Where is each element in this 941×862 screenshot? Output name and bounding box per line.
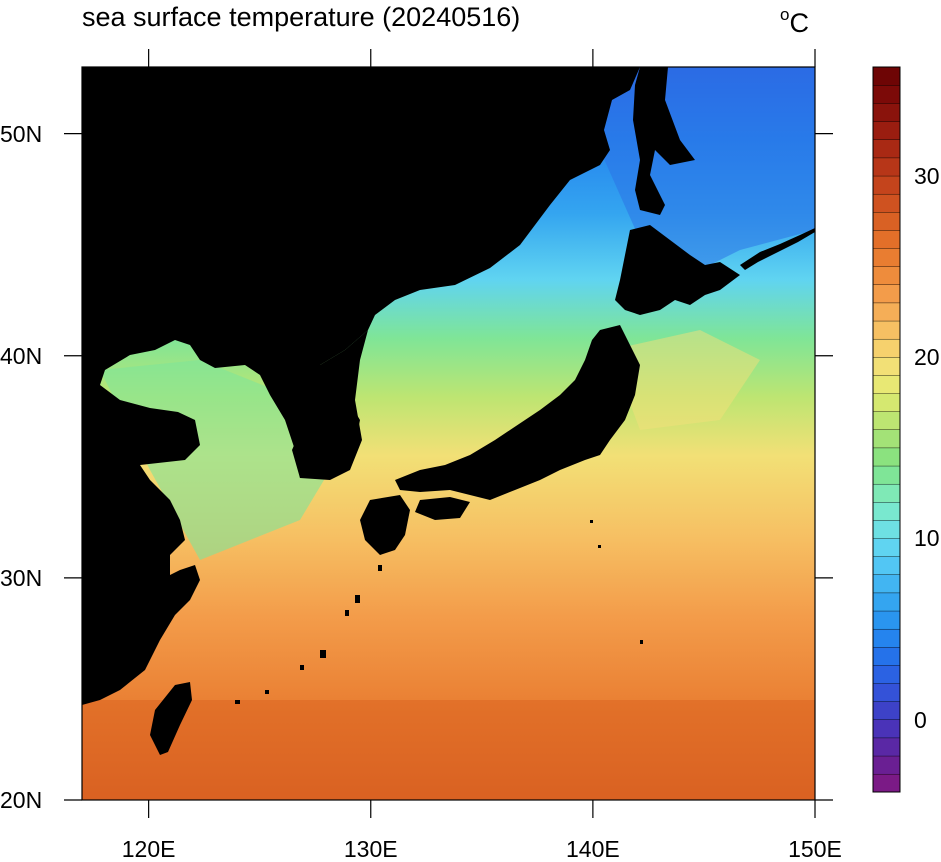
land-masses (82, 67, 815, 755)
sakhalin-land (633, 67, 695, 215)
lon-tick-label: 150E (788, 836, 842, 862)
colorbar-segment (872, 664, 901, 684)
kyushu-land (360, 495, 410, 555)
colorbar-segment (872, 193, 901, 213)
kuroshio-extension-water (610, 330, 760, 430)
colorbar-segment (872, 556, 901, 575)
colorbar (872, 66, 901, 793)
colorbar-segment (872, 719, 901, 739)
colorbar-segment (872, 592, 901, 612)
colorbar-segment (872, 447, 901, 467)
kuril-islands-land (740, 228, 815, 270)
lat-tick-label: 30N (0, 564, 43, 591)
colorbar-segment (872, 628, 901, 648)
colorbar-segment (872, 157, 901, 177)
colorbar-tick-label: 20 (914, 344, 940, 370)
lon-tick-label: 140E (566, 836, 620, 862)
colorbar-segment (872, 66, 901, 86)
colorbar-segment (872, 737, 901, 757)
map-title: sea surface temperature (20240516) (82, 2, 521, 32)
izu-islands-land (590, 520, 643, 644)
colorbar-tick-label: 30 (914, 162, 940, 189)
taiwan-land (150, 682, 192, 755)
asia-continent-land (82, 67, 640, 705)
colorbar-segment (872, 465, 901, 485)
colorbar-segment (872, 701, 901, 720)
colorbar-segment (872, 538, 901, 557)
colorbar-segment (872, 646, 901, 666)
colorbar-tick-label: 0 (914, 706, 927, 733)
colorbar-segment (872, 248, 901, 267)
colorbar-segment (872, 501, 901, 521)
colorbar-segment (872, 320, 901, 340)
colorbar-segment (872, 483, 901, 503)
ryukyu-islands-land (235, 565, 382, 704)
colorbar-segment (872, 175, 901, 195)
colorbar-segment (872, 284, 901, 304)
colorbar-segment (872, 683, 901, 702)
colorbar-segment (872, 519, 901, 539)
colorbar-tick-label: 10 (914, 525, 940, 552)
colorbar-segment (872, 356, 901, 376)
lat-tick-label: 40N (0, 342, 43, 369)
colorbar-segment (872, 84, 901, 104)
colorbar-segment (872, 411, 901, 430)
axis-ticks (64, 49, 833, 818)
colorbar-segment (872, 121, 901, 140)
shikoku-land (415, 497, 470, 520)
colorbar-segment (872, 103, 901, 122)
hokkaido-land (615, 225, 740, 315)
map-panel (82, 67, 815, 800)
colorbar-segment (872, 755, 901, 775)
colorbar-segment (872, 574, 901, 594)
units-letter: C (789, 8, 809, 38)
colorbar-segment (872, 429, 901, 449)
colorbar-frame (872, 66, 901, 793)
tropical-warm-water (82, 700, 815, 800)
lon-tick-label: 130E (343, 836, 398, 862)
lat-tick-label: 20N (0, 787, 43, 813)
colorbar-segment (872, 229, 901, 249)
colorbar-segment (872, 266, 901, 285)
lon-tick-label: 120E (121, 836, 176, 862)
colorbar-segment (872, 139, 901, 159)
colorbar-segment (872, 211, 901, 231)
colorbar-segment (872, 773, 901, 793)
colorbar-segment (872, 302, 901, 322)
lat-tick-label: 50N (0, 120, 43, 147)
map-frame (81, 66, 816, 801)
colorbar-segment (872, 610, 901, 630)
colorbar-segment (872, 374, 901, 394)
colorbar-segment (872, 393, 901, 412)
units-label: oC (780, 0, 809, 40)
korea-peninsula-land (292, 330, 368, 480)
degree-symbol: o (780, 5, 790, 24)
okhotsk-cold-water (560, 67, 815, 280)
colorbar-segment (872, 338, 901, 358)
honshu-land (395, 325, 640, 500)
